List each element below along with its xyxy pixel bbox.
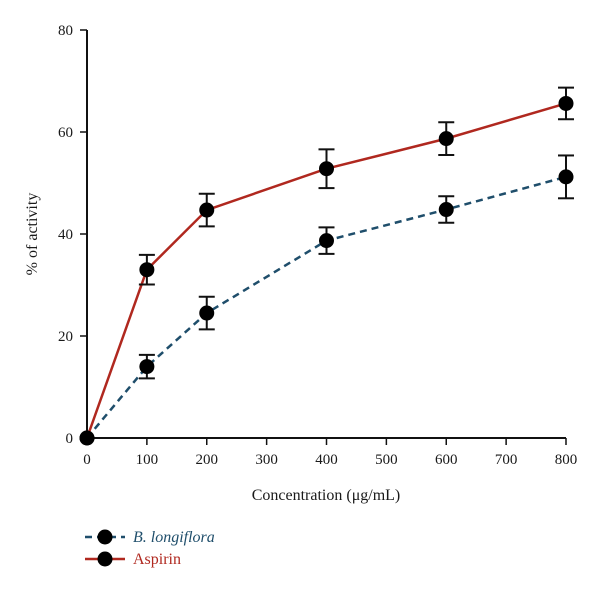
data-point <box>558 169 574 185</box>
legend-marker <box>97 551 113 567</box>
data-point <box>139 262 155 278</box>
legend-label: Aspirin <box>133 551 181 568</box>
legend-entry-aspirin: Aspirin <box>85 551 181 568</box>
axes: 0 100 200 300 400 500 600 700 800 0 20 40 60 80 <box>58 23 577 468</box>
data-point <box>558 95 574 111</box>
y-tick-label: 0 <box>66 431 74 447</box>
series-line <box>86 175 567 439</box>
series-aspirin <box>79 86 574 446</box>
y-tick-label: 40 <box>58 227 73 243</box>
legend-marker <box>97 529 113 545</box>
series-b-longiflora <box>79 154 574 446</box>
x-axis-title: Concentration (μg/mL) <box>252 487 401 504</box>
x-tick-label: 0 <box>83 452 91 468</box>
y-tick-label: 60 <box>58 125 73 141</box>
x-tick-label: 100 <box>136 452 159 468</box>
x-tick-label: 300 <box>255 452 278 468</box>
data-point <box>79 430 95 446</box>
legend: B. longiflora Aspirin <box>85 529 215 568</box>
x-tick-label: 400 <box>315 452 338 468</box>
x-tick-label: 200 <box>196 452 219 468</box>
data-point <box>199 305 215 321</box>
series-line <box>85 102 567 439</box>
data-point <box>438 202 454 218</box>
data-point <box>438 131 454 147</box>
x-tick-label: 500 <box>375 452 398 468</box>
x-tick-label: 800 <box>555 452 578 468</box>
y-tick-label: 80 <box>58 23 73 39</box>
series-layer <box>79 86 574 446</box>
data-point <box>139 359 155 375</box>
x-tick-label: 700 <box>495 452 518 468</box>
data-point <box>199 202 215 218</box>
x-tick-label: 600 <box>435 452 458 468</box>
y-tick-label: 20 <box>58 329 73 345</box>
data-point <box>319 161 334 177</box>
y-axis-title: % of activity <box>24 193 41 276</box>
legend-entry-b-longiflora: B. longiflora <box>85 529 215 546</box>
legend-label: B. longiflora <box>133 529 215 546</box>
data-point <box>319 233 334 249</box>
